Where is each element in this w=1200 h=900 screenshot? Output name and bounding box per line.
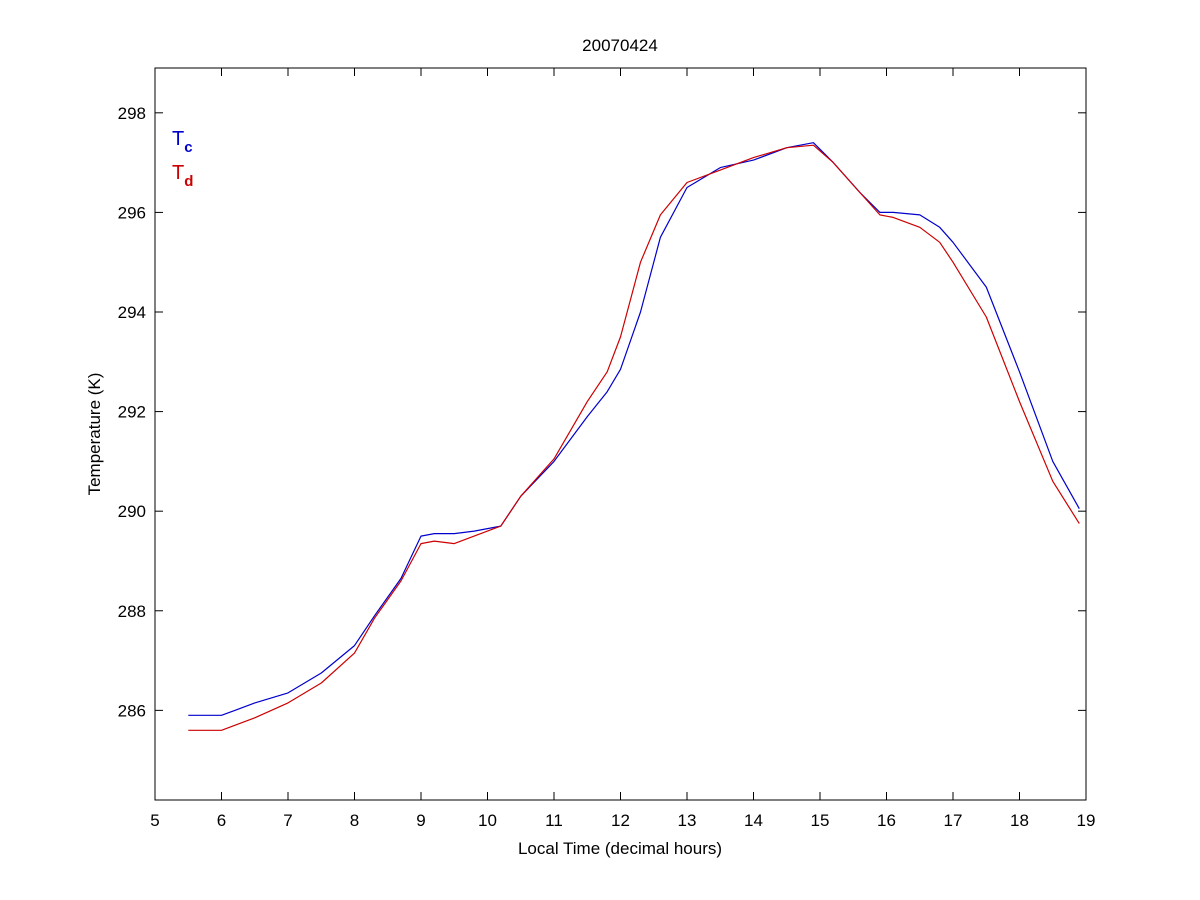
series-layer bbox=[188, 142, 1080, 731]
series-line-tc bbox=[188, 142, 1080, 716]
y-tick-label: 292 bbox=[118, 403, 146, 422]
x-tick-label: 15 bbox=[811, 811, 830, 830]
x-axis-label: Local Time (decimal hours) bbox=[518, 839, 722, 858]
legend-entry-base: T bbox=[172, 128, 184, 150]
y-tick-label: 294 bbox=[118, 303, 146, 322]
x-tick-label: 17 bbox=[944, 811, 963, 830]
legend-entry-base: T bbox=[172, 162, 184, 184]
y-tick-label: 298 bbox=[118, 104, 146, 123]
x-tick-label: 18 bbox=[1010, 811, 1029, 830]
plot-area: 5 6 7 8 9 10 11 12 13 14 15 16 17 18 19 286 288 290 292 29… bbox=[118, 67, 1095, 830]
y-tick-label: 296 bbox=[118, 203, 146, 222]
x-tick-label: 5 bbox=[150, 811, 159, 830]
legend-entry-subscript: c bbox=[184, 139, 192, 156]
legend-entry-td: Td bbox=[172, 162, 193, 190]
x-tick-label: 13 bbox=[678, 811, 697, 830]
x-tick-label: 11 bbox=[545, 811, 563, 830]
x-tick-label: 16 bbox=[877, 811, 896, 830]
x-tick-label: 8 bbox=[350, 811, 359, 830]
y-tick-label: 288 bbox=[118, 602, 146, 621]
legend-entry-subscript: d bbox=[184, 173, 193, 190]
x-tick-label: 6 bbox=[217, 811, 226, 830]
y-tick-label: 286 bbox=[118, 701, 146, 720]
x-tick-label: 19 bbox=[1077, 811, 1096, 830]
y-axis-label: Temperature (K) bbox=[85, 373, 104, 496]
y-tick-label: 290 bbox=[118, 502, 146, 521]
x-axis: 5 6 7 8 9 10 11 12 13 14 15 16 17 18 19 bbox=[150, 68, 1095, 830]
x-tick-label: 7 bbox=[283, 811, 292, 830]
chart-title: 20070424 bbox=[582, 36, 658, 55]
legend-entry-tc: Tc bbox=[172, 128, 193, 156]
y-axis: 286 288 290 292 294 296 298 bbox=[118, 104, 1086, 720]
x-tick-label: 10 bbox=[478, 811, 497, 830]
x-tick-label: 9 bbox=[416, 811, 425, 830]
x-tick-label: 12 bbox=[611, 811, 630, 830]
x-tick-label: 14 bbox=[744, 811, 763, 830]
series-line-td bbox=[188, 144, 1080, 731]
